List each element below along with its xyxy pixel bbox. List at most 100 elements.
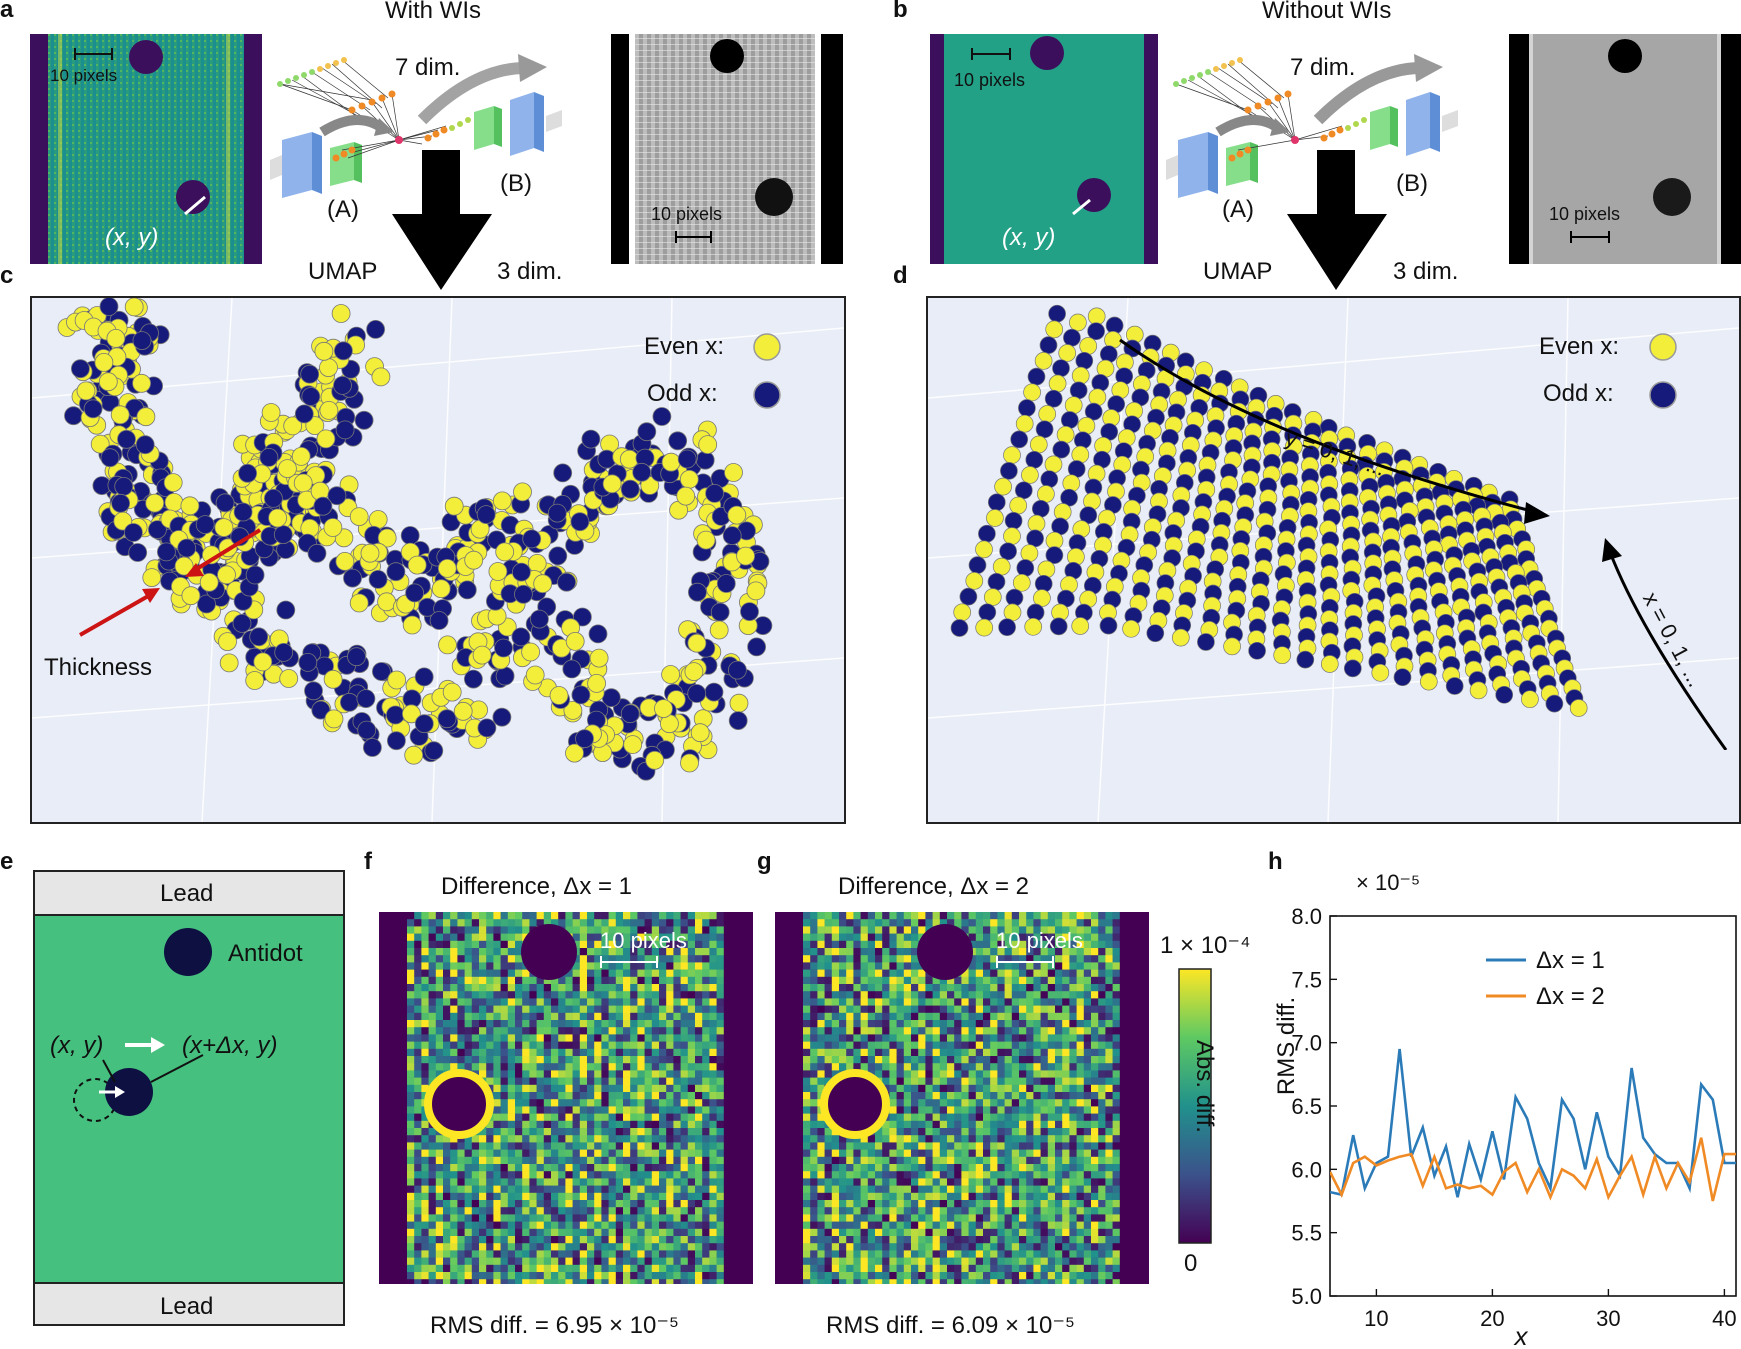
map-cell xyxy=(608,1120,617,1129)
map-cell xyxy=(515,1243,523,1251)
map-cell xyxy=(925,1106,933,1114)
map-cell xyxy=(824,1056,833,1064)
map-cell xyxy=(680,1120,689,1129)
map-cell xyxy=(579,1156,588,1165)
map-cell xyxy=(716,1200,725,1208)
map-cell xyxy=(666,1099,674,1107)
map-cell xyxy=(687,1027,696,1035)
map-cell xyxy=(479,919,487,927)
map-cell xyxy=(536,1149,545,1158)
map-cell xyxy=(479,1264,487,1273)
map-cell xyxy=(896,1135,905,1143)
map-cell xyxy=(630,1200,638,1208)
map-cell xyxy=(601,998,609,1006)
panel-d-legend-odd: Odd x: xyxy=(1543,380,1614,407)
panel-c-legend-odd-marker xyxy=(753,381,781,409)
map-cell xyxy=(666,1185,674,1194)
map-cell xyxy=(947,976,955,985)
map-cell xyxy=(889,926,897,934)
map-cell xyxy=(471,933,480,942)
map-cell xyxy=(666,1113,674,1122)
map-cell xyxy=(839,919,847,927)
map-cell xyxy=(500,1092,509,1100)
map-cell xyxy=(687,1005,696,1014)
lead-bottom xyxy=(35,1282,343,1324)
map-cell xyxy=(623,1027,631,1035)
map-cell xyxy=(623,1243,631,1251)
map-cell xyxy=(637,933,645,942)
map-cell xyxy=(471,1027,480,1035)
scatter-point xyxy=(437,709,457,729)
scatter-point xyxy=(728,660,747,680)
map-cell xyxy=(486,1228,494,1237)
map-cell xyxy=(615,1236,624,1244)
map-cell xyxy=(860,1063,869,1071)
sheet-point xyxy=(1069,381,1088,400)
map-cell xyxy=(867,948,876,956)
map-cell xyxy=(875,962,883,970)
map-cell xyxy=(507,1113,516,1122)
map-cell xyxy=(407,1005,415,1014)
map-cell xyxy=(551,1070,559,1078)
map-cell xyxy=(464,1171,473,1179)
map-cell xyxy=(630,1099,638,1107)
scatter-point xyxy=(727,505,747,525)
map-cell xyxy=(579,1243,588,1251)
scatter-point xyxy=(522,529,542,549)
panel-b-branch-b: (B) xyxy=(1396,170,1428,197)
map-cell xyxy=(551,1034,559,1042)
map-cell xyxy=(594,1012,602,1021)
map-cell xyxy=(882,1250,890,1258)
scatter-point xyxy=(335,551,355,571)
map-cell xyxy=(435,948,444,956)
map-cell xyxy=(493,1034,501,1042)
map-cell xyxy=(443,955,451,963)
map-cell xyxy=(601,1106,609,1114)
map-cell xyxy=(947,1236,955,1244)
map-cell xyxy=(637,1012,645,1021)
map-cell xyxy=(651,998,660,1006)
map-cell xyxy=(680,1005,689,1014)
map-cell xyxy=(587,1020,595,1028)
map-cell xyxy=(932,1005,941,1014)
map-cell xyxy=(716,1243,725,1251)
map-cell xyxy=(457,1156,465,1165)
sheet-point xyxy=(1248,641,1266,660)
scatter-point xyxy=(387,670,407,690)
map-cell xyxy=(709,1279,717,1284)
map-cell xyxy=(911,912,919,920)
map-cell xyxy=(702,1192,710,1201)
map-cell xyxy=(515,1221,523,1230)
map-cell xyxy=(687,1250,696,1258)
map-cell xyxy=(925,1185,933,1194)
map-cell xyxy=(939,984,948,992)
map-cell xyxy=(831,1264,840,1273)
map-cell xyxy=(810,1084,818,1093)
map-cell xyxy=(889,1185,897,1194)
map-cell xyxy=(615,991,624,999)
map-cell xyxy=(817,1005,825,1014)
map-cell xyxy=(529,1048,537,1057)
map-cell xyxy=(903,933,912,942)
map-cell xyxy=(803,1135,811,1143)
map-cell xyxy=(414,1113,422,1122)
map-cell xyxy=(464,912,473,920)
map-cell xyxy=(493,1106,501,1114)
scatter-point xyxy=(495,542,515,562)
map-cell xyxy=(831,1135,840,1143)
map-cell xyxy=(536,1279,545,1284)
map-cell xyxy=(853,969,861,978)
map-cell xyxy=(716,1192,725,1201)
map-cell xyxy=(551,1250,559,1258)
map-cell xyxy=(601,1192,609,1201)
map-cell xyxy=(644,1221,653,1230)
scatter-point xyxy=(722,526,742,546)
map-cell xyxy=(486,1149,494,1158)
map-cell xyxy=(565,1142,573,1150)
map-cell xyxy=(918,991,926,999)
map-cell xyxy=(637,969,645,978)
scatter-point xyxy=(632,462,652,482)
map-cell xyxy=(918,912,926,920)
scatter-point xyxy=(377,528,397,548)
sheet-point xyxy=(1027,367,1046,386)
